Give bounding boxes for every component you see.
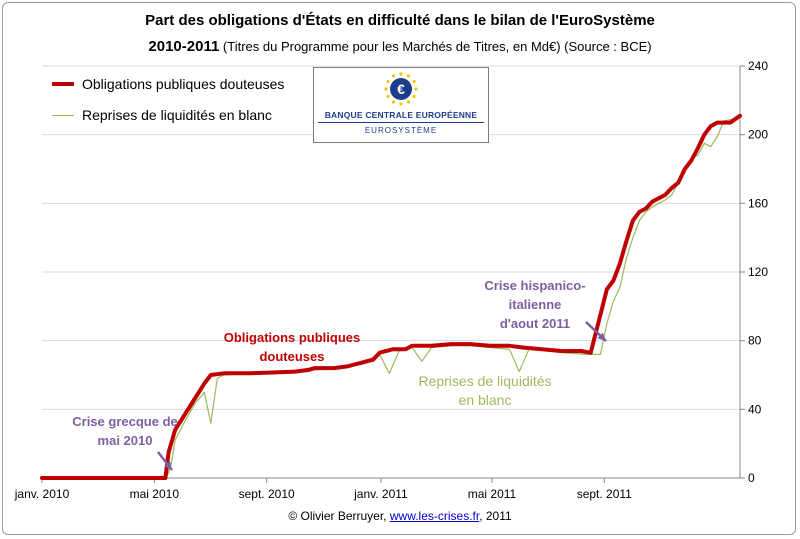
x-tick-label: sept. 2010 <box>239 487 295 501</box>
legend-label-repr: Reprises de liquidités en blanc <box>82 107 272 123</box>
star-icon <box>391 100 396 104</box>
y-tick-label: 80 <box>748 334 762 348</box>
star-icon <box>414 87 418 91</box>
chart-subtitle: 2010-2011 (Titres du Programme pour les … <box>0 38 800 55</box>
legend-label-oblig: Obligations publiques douteuses <box>82 76 285 92</box>
x-tick-label: janv. 2011 <box>353 487 408 501</box>
arrow-greece-head <box>163 461 172 470</box>
subtitle-years: 2010-2011 <box>148 38 220 55</box>
x-tick-label: mai 2010 <box>130 487 180 501</box>
star-icon <box>399 102 403 106</box>
y-tick-label: 160 <box>748 196 768 210</box>
logo-bank-name: BANQUE CENTRALE EUROPÉENNE <box>324 110 478 120</box>
star-icon <box>399 72 403 76</box>
annotation-oblig: Obligations publiques douteuses <box>223 330 361 364</box>
star-icon <box>384 87 388 91</box>
legend-swatch-red <box>52 82 74 86</box>
chart-title: Part des obligations d'États en difficul… <box>145 12 655 29</box>
star-icon <box>406 74 411 78</box>
y-tick-label: 200 <box>748 128 768 142</box>
star-icon <box>412 94 416 99</box>
legend-swatch-green <box>52 114 74 116</box>
y-tick-label: 240 <box>748 59 768 73</box>
legend-item-repr: Reprises de liquidités en blanc <box>52 107 272 123</box>
footer-prefix: © Olivier Berruyer, <box>288 509 387 523</box>
x-tick-label: sept. 2011 <box>577 487 632 501</box>
footer-suffix: , 2011 <box>479 509 512 523</box>
star-icon <box>406 100 411 104</box>
star-icon <box>386 79 390 84</box>
logo-eurosystem: EUROSYSTÈME <box>364 126 438 135</box>
y-tick-label: 40 <box>748 402 762 416</box>
series-line-oblig <box>40 113 742 480</box>
y-tick-label: 120 <box>748 265 768 279</box>
x-tick-label: mai 2011 <box>468 487 517 501</box>
subtitle-detail: (Titres du Programme pour les Marchés de… <box>222 39 652 54</box>
annotation-spain-italy: Crise hispanico- italienne d'aout 2011 <box>484 278 586 331</box>
euro-stars-icon: € <box>384 72 418 106</box>
svg-text:€: € <box>397 81 405 97</box>
annotation-repr: Reprises de liquidités en blanc <box>418 373 552 408</box>
arrow-spain-italy-head <box>597 332 606 341</box>
logo-divider <box>318 122 484 123</box>
star-icon <box>386 94 390 99</box>
footer-credit: © Olivier Berruyer, www.les-crises.fr, 2… <box>0 509 800 523</box>
ecb-logo: € BANQUE CENTRALE EUROPÉENNE EUROSYSTÈME <box>313 67 489 143</box>
y-tick-label: 0 <box>748 471 755 485</box>
x-tick-label: janv. 2010 <box>14 487 70 501</box>
star-icon <box>391 74 396 78</box>
legend-item-oblig: Obligations publiques douteuses <box>52 76 284 92</box>
footer-link[interactable]: www.les-crises.fr <box>389 509 480 523</box>
annotation-greece: Crise grecque de mai 2010 <box>72 414 178 448</box>
star-icon <box>412 79 416 84</box>
